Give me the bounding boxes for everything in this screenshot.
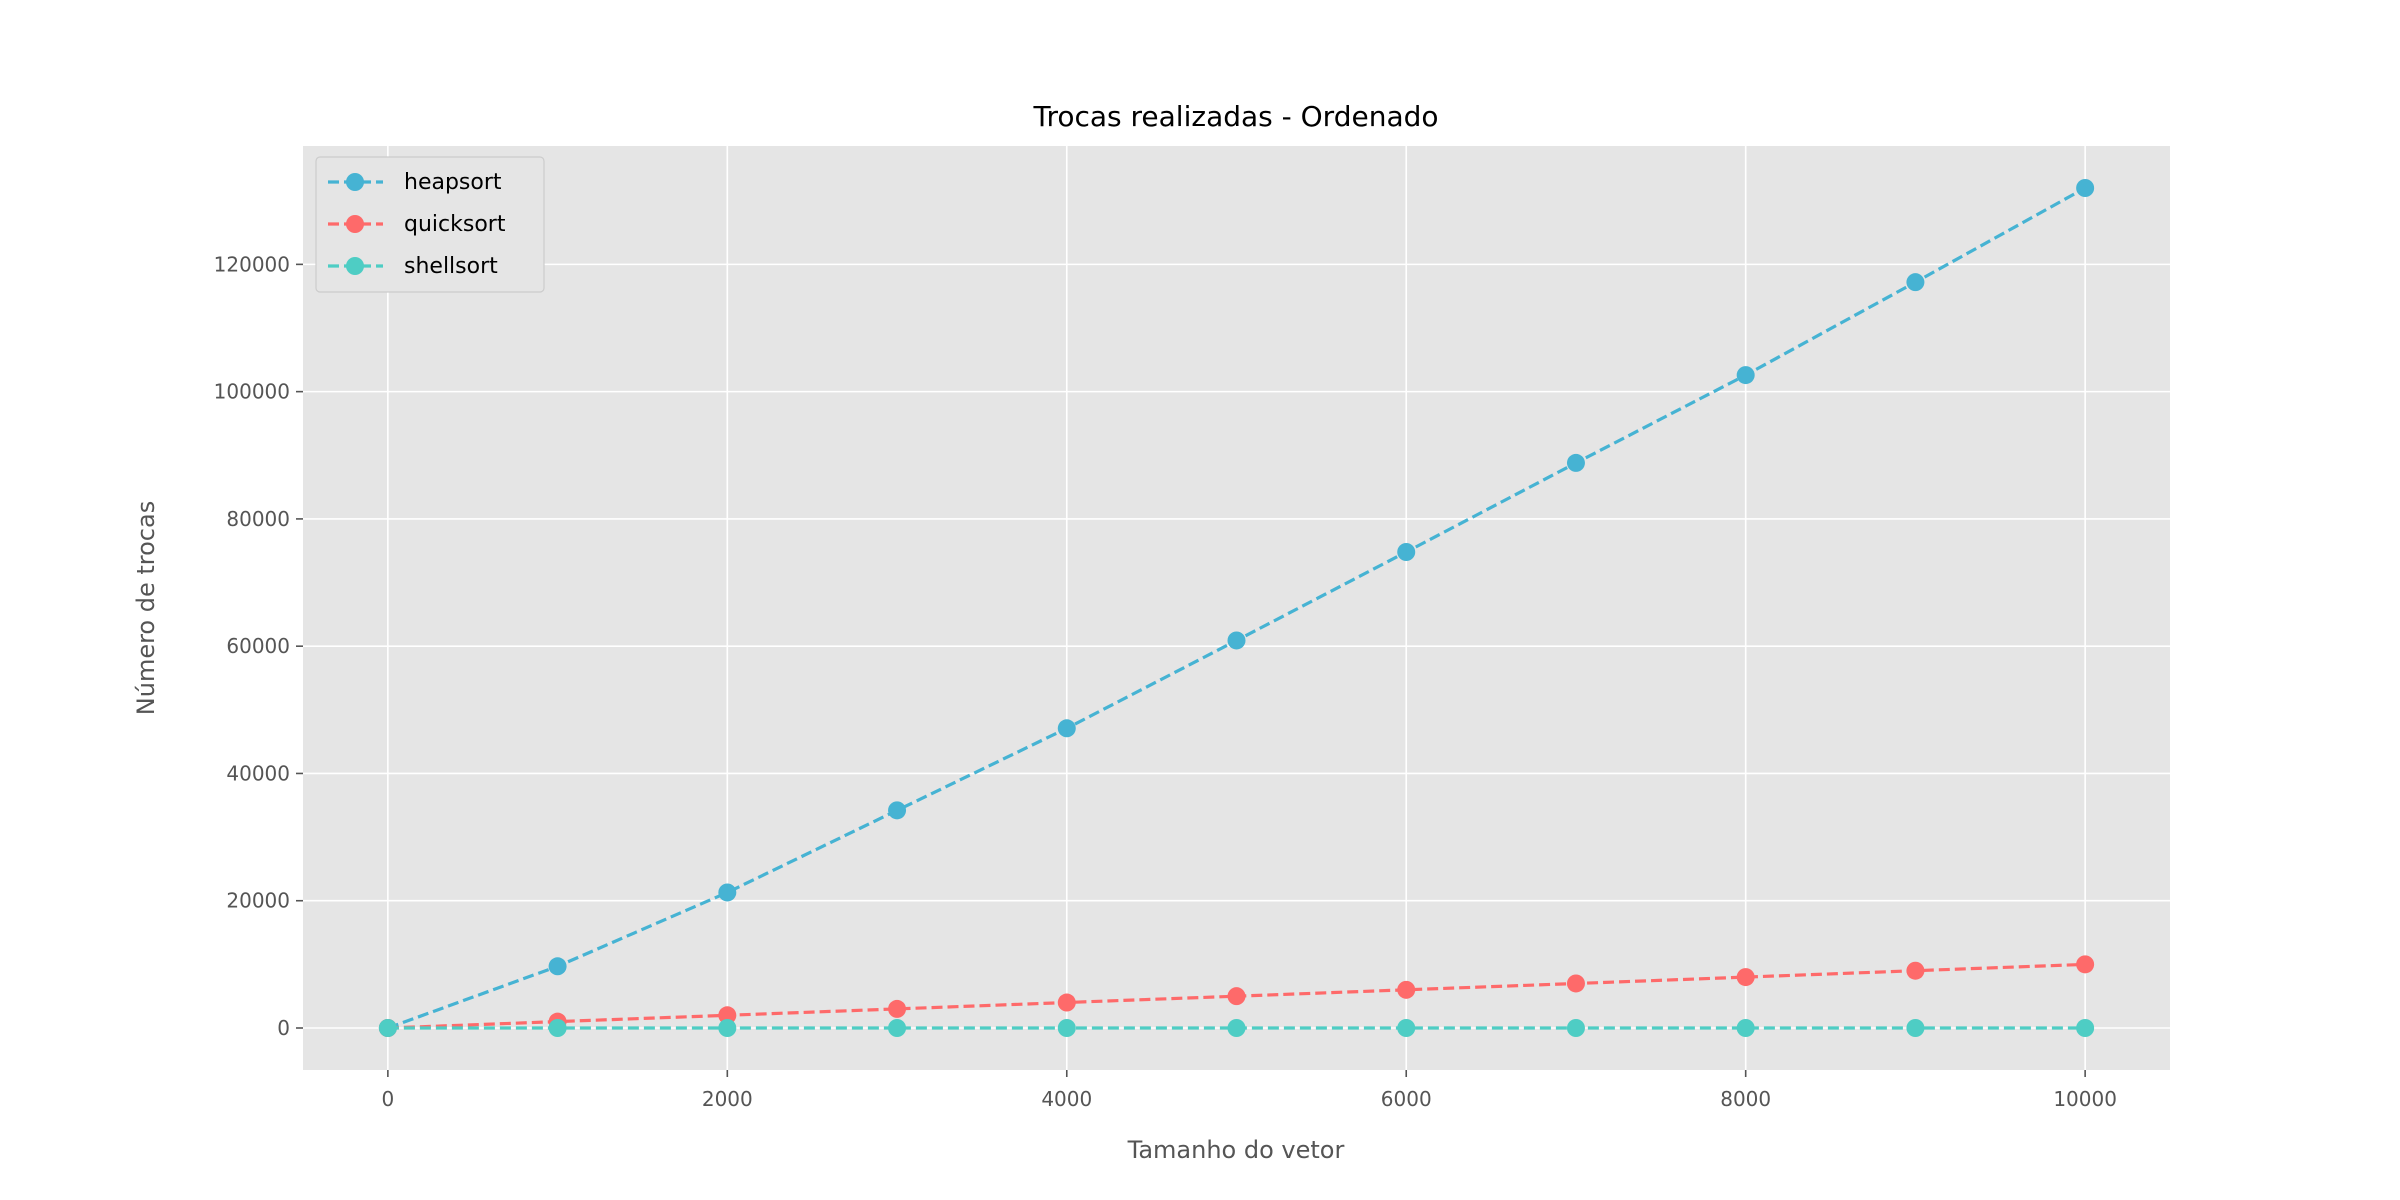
y-tick-label: 80000 xyxy=(226,507,290,531)
shellsort-point xyxy=(1397,1019,1416,1037)
y-tick-label: 40000 xyxy=(226,761,290,785)
heapsort-point xyxy=(1057,719,1076,738)
shellsort-point xyxy=(1057,1019,1076,1037)
heapsort-point xyxy=(1566,453,1585,472)
legend-marker xyxy=(346,257,364,275)
heapsort-point xyxy=(1397,543,1416,561)
plot-area xyxy=(303,146,2170,1070)
heapsort-point xyxy=(718,883,737,902)
quicksort-point xyxy=(1736,968,1755,987)
y-tick-label: 60000 xyxy=(226,634,290,658)
axis-ticks: 0 2000 4000 6000 8000 10000020000400006000080… xyxy=(214,252,2117,1111)
x-tick-label: 6000 xyxy=(1381,1087,1432,1111)
heapsort-point xyxy=(1227,631,1246,650)
legend-label: heapsort xyxy=(404,170,502,195)
chart-title: Trocas realizadas - Ordenado xyxy=(1032,100,1438,133)
y-tick-label: 0 xyxy=(277,1016,290,1040)
heapsort-point xyxy=(2076,179,2095,197)
legend-item-shellsort: shellsort xyxy=(328,254,498,279)
legend-box xyxy=(315,156,545,293)
legend-label: quicksort xyxy=(404,212,506,237)
quicksort-point xyxy=(2076,955,2095,974)
legend-item-heapsort: heapsort xyxy=(328,170,502,195)
quicksort-point xyxy=(1566,974,1585,993)
heapsort-point xyxy=(1736,366,1755,385)
y-axis-label: Número de trocas xyxy=(132,501,160,715)
shellsort-point xyxy=(2076,1019,2095,1037)
y-tick-label: 100000 xyxy=(214,380,290,404)
quicksort-point xyxy=(1227,987,1246,1006)
series-lines xyxy=(378,179,2095,1037)
shellsort-point xyxy=(718,1019,737,1037)
heapsort-point xyxy=(888,801,907,820)
legend-item-quicksort: quicksort xyxy=(328,212,506,237)
quicksort-point xyxy=(1906,961,1925,980)
legend-marker xyxy=(346,215,364,233)
quicksort-point xyxy=(718,1006,737,1025)
heapsort-point xyxy=(1906,273,1925,292)
series-shellsort xyxy=(378,1019,2095,1037)
shellsort-point xyxy=(548,1019,567,1037)
x-tick-label: 4000 xyxy=(1041,1087,1092,1111)
shellsort-point xyxy=(888,1019,907,1037)
x-tick-label: 10000 xyxy=(2053,1087,2117,1111)
quicksort-point xyxy=(1397,980,1416,999)
quicksort-point xyxy=(888,999,907,1018)
shellsort-point xyxy=(1736,1019,1755,1037)
x-tick-label: 8000 xyxy=(1720,1087,1771,1111)
x-tick-label: 0 xyxy=(381,1087,394,1111)
legend-label: shellsort xyxy=(404,254,498,279)
legend: heapsort quicksort shellsort xyxy=(315,156,545,293)
shellsort-point xyxy=(1906,1019,1925,1037)
shellsort-point xyxy=(1227,1019,1246,1037)
quicksort-point xyxy=(1057,993,1076,1012)
y-tick-label: 20000 xyxy=(226,889,290,913)
legend-marker xyxy=(346,173,364,191)
grid-lines xyxy=(303,146,2170,1070)
heapsort-point xyxy=(548,957,567,976)
y-tick-label: 120000 xyxy=(214,252,290,276)
shellsort-point xyxy=(1566,1019,1585,1037)
shellsort-point xyxy=(378,1019,397,1037)
x-tick-label: 2000 xyxy=(702,1087,753,1111)
x-axis-label: Tamanho do vetor xyxy=(1127,1136,1345,1164)
